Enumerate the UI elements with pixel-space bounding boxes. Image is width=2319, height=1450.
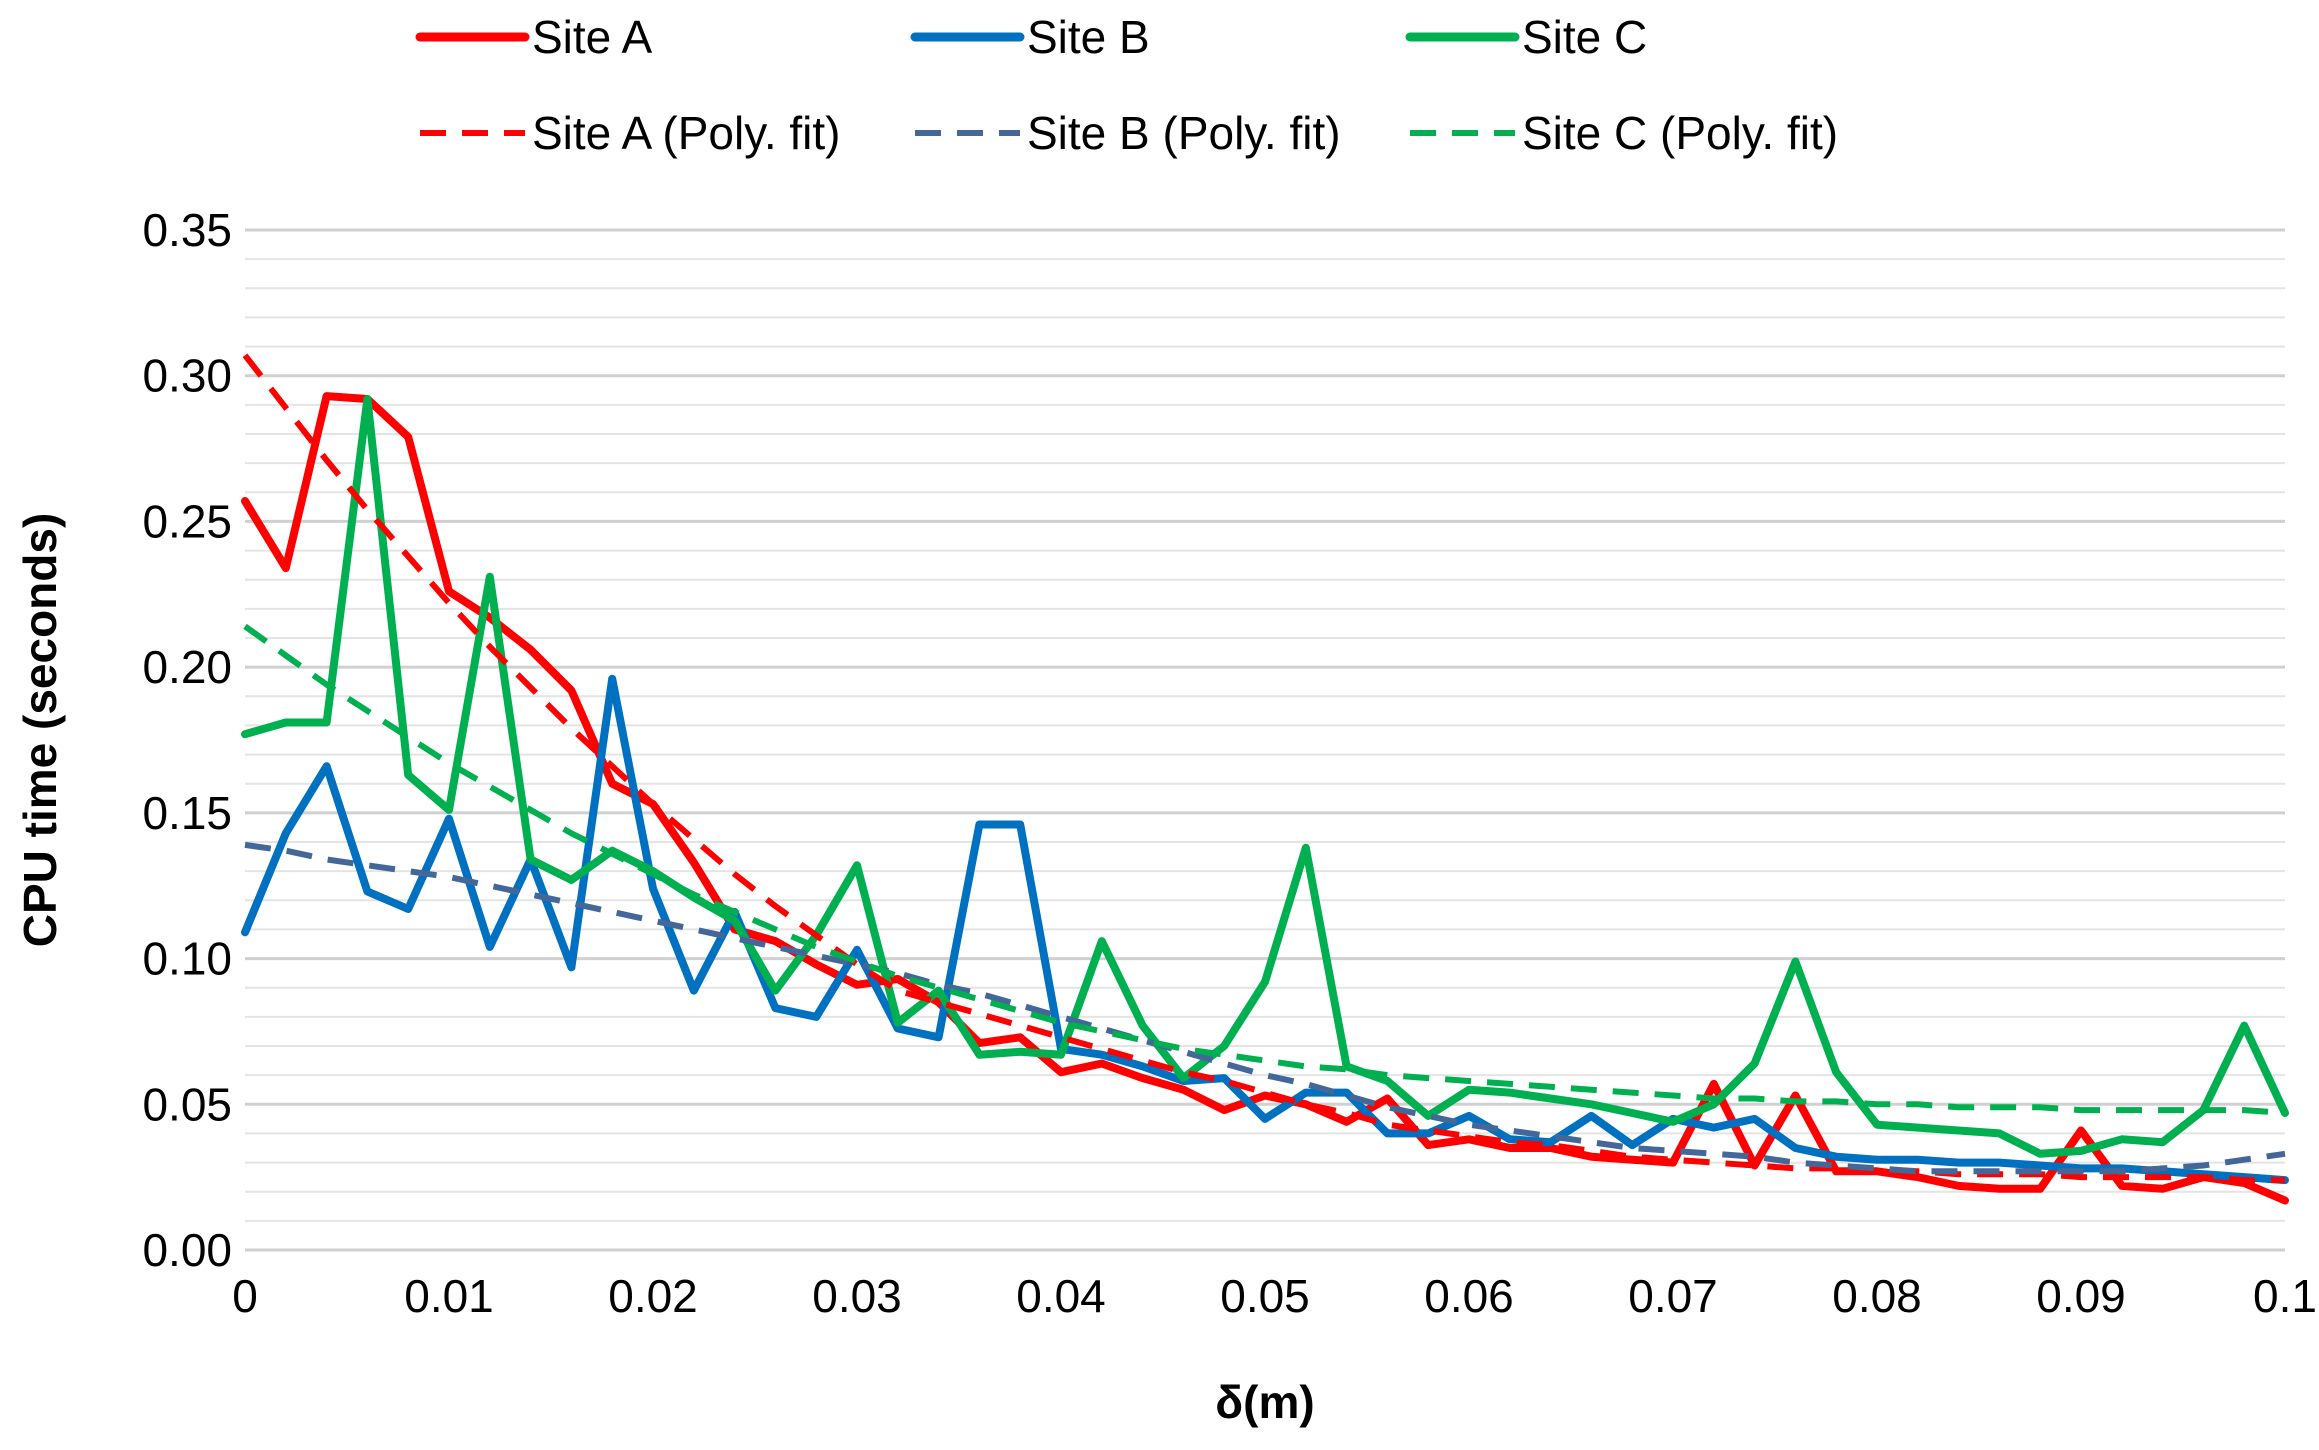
x-axis-title: δ(m) (1215, 1376, 1314, 1428)
series-line-site-b-poly-fit (244, 841, 2286, 1175)
legend-label: Site B (1027, 11, 1150, 63)
legend-label: Site B (Poly. fit) (1027, 107, 1341, 159)
series-line-site-a-poly-fit (242, 353, 2285, 1184)
x-tick-label: 0.06 (1424, 1270, 1514, 1322)
y-tick-label: 0.20 (142, 641, 232, 693)
y-tick-label: 0.15 (142, 787, 232, 839)
legend-label: Site C (Poly. fit) (1522, 107, 1838, 159)
series-line-site-a (241, 392, 2289, 1205)
y-tick-label: 0.10 (142, 933, 232, 985)
x-tick-label: 0.04 (1016, 1270, 1106, 1322)
y-tick-label: 0.35 (142, 204, 232, 256)
x-tick-label: 0.01 (404, 1270, 494, 1322)
legend-label: Site C (1522, 11, 1647, 63)
legend: Site A Site B Site C Site A (Poly. fit) Site… (415, 11, 1838, 159)
series-lines (241, 353, 2289, 1205)
y-axis-title: CPU time (seconds) (14, 513, 66, 948)
x-tick-label: 0.03 (812, 1270, 902, 1322)
y-tick-label: 0.25 (142, 495, 232, 547)
x-tick-label: 0.02 (608, 1270, 698, 1322)
series-line-site-c-poly-fit (243, 623, 2286, 1116)
y-tick-label: 0.30 (142, 350, 232, 402)
x-tick-label: 0.08 (1832, 1270, 1922, 1322)
x-tick-label: 0 (232, 1270, 258, 1322)
x-tick-label: 0.1 (2253, 1270, 2317, 1322)
x-tick-label: 0.09 (2036, 1270, 2126, 1322)
x-tick-label: 0.05 (1220, 1270, 1310, 1322)
series-line-site-c (241, 395, 2289, 1158)
legend-label: Site A (532, 11, 653, 63)
y-tick-label: 0.00 (142, 1224, 232, 1276)
x-tick-label: 0.07 (1628, 1270, 1718, 1322)
y-axis-ticks: 0.35 0.30 0.25 0.20 0.15 0.10 0.05 0.00 (142, 204, 232, 1276)
legend-label: Site A (Poly. fit) (532, 107, 840, 159)
y-tick-label: 0.05 (142, 1078, 232, 1130)
x-axis-ticks: 0 0.01 0.02 0.03 0.04 0.05 0.06 0.07 0.08 0.09 0.1 (232, 1270, 2317, 1322)
gridlines (245, 228, 2285, 1252)
